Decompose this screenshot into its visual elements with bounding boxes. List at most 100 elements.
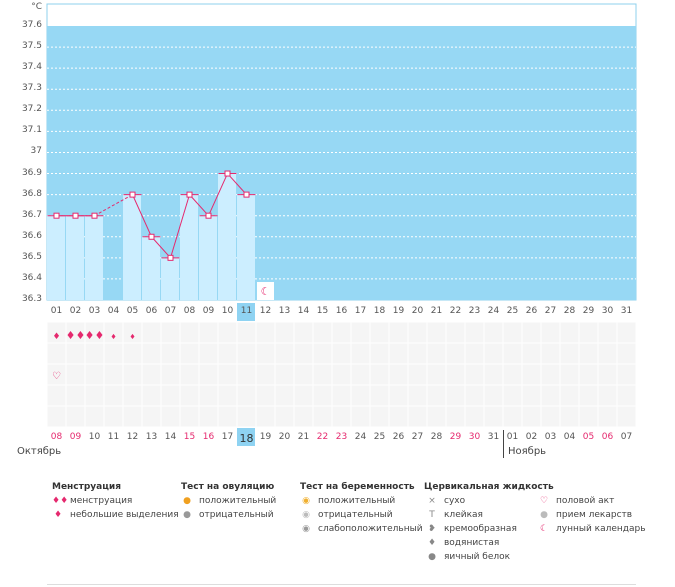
x-tick-label: 15 <box>316 306 329 316</box>
date-label[interactable]: 27 <box>411 432 424 442</box>
date-label[interactable]: 17 <box>221 432 234 442</box>
temperature-point[interactable] <box>167 254 174 261</box>
date-label[interactable]: 30 <box>468 432 481 442</box>
date-label[interactable]: 05 <box>582 432 595 442</box>
x-tick-label: 12 <box>259 306 272 316</box>
date-label[interactable]: 02 <box>525 432 538 442</box>
temperature-bar <box>237 194 255 300</box>
date-label[interactable]: 04 <box>563 432 576 442</box>
temperature-bar <box>85 215 103 300</box>
date-label[interactable]: 24 <box>354 432 367 442</box>
series-segment <box>189 194 209 217</box>
highlight-date-cell <box>237 428 255 446</box>
creamy-icon: ❥ <box>428 524 436 534</box>
series-segment <box>227 173 247 195</box>
y-tick-label: 36.9 <box>21 167 42 178</box>
y-tick-label: 37.3 <box>21 83 42 94</box>
legend-ovulation-negative: ● отрицательный <box>181 510 274 520</box>
menstruation-drop-icon[interactable]: ♦♦ <box>85 329 105 342</box>
date-label[interactable]: 20 <box>278 432 291 442</box>
x-tick-label: 13 <box>278 306 291 316</box>
temperature-point[interactable] <box>148 233 155 240</box>
pill-icon: ● <box>540 510 548 520</box>
temperature-bar <box>218 173 236 300</box>
x-tick-label: 23 <box>468 306 481 316</box>
crescent-moon-icon: ☾ <box>539 524 549 534</box>
x-tick-label: 06 <box>145 306 158 316</box>
date-label[interactable]: 18 <box>239 432 254 445</box>
temperature-bar <box>199 215 217 300</box>
pregnancy-negative-icon: ◉ <box>302 510 310 520</box>
legend-lunar-calendar: ☾ лунный календарь <box>539 524 646 534</box>
date-label[interactable]: 03 <box>544 432 557 442</box>
date-label[interactable]: 10 <box>88 432 101 442</box>
temperature-point[interactable] <box>243 191 250 198</box>
light-discharge-drop-icon[interactable]: ♦ <box>129 333 135 341</box>
x-tick-label: 11 <box>240 306 253 316</box>
date-label[interactable]: 08 <box>50 432 63 442</box>
crescent-moon-icon[interactable]: ☾ <box>261 285 271 298</box>
eggwhite-icon: ● <box>428 552 436 562</box>
date-label[interactable]: 15 <box>183 432 196 442</box>
light-discharge-drop-icon[interactable]: ♦ <box>110 333 116 341</box>
date-label[interactable]: 25 <box>373 432 386 442</box>
legend-cervical-dry: × сухо <box>426 496 465 506</box>
date-label[interactable]: 16 <box>202 432 215 442</box>
series-gap-segment <box>94 194 133 217</box>
y-tick-label: 37.5 <box>21 41 42 52</box>
temperature-bar <box>161 257 179 300</box>
month-label-november: Ноябрь <box>508 446 547 457</box>
sticky-icon: T <box>429 510 435 520</box>
date-label[interactable]: 21 <box>297 432 310 442</box>
date-label[interactable]: 19 <box>259 432 272 442</box>
temperature-point[interactable] <box>186 191 193 198</box>
month-label-october: Октябрь <box>17 446 62 457</box>
temperature-point[interactable] <box>224 170 231 177</box>
date-label[interactable]: 13 <box>145 432 158 442</box>
legend-cervical-title: Цервикальная жидкость <box>424 482 554 492</box>
legend-pregnancy-negative: ◉ отрицательный <box>300 510 393 520</box>
date-label[interactable]: 28 <box>430 432 443 442</box>
temperature-bar <box>47 215 65 300</box>
series-segment <box>208 173 228 216</box>
date-label[interactable]: 29 <box>449 432 462 442</box>
date-label[interactable]: 26 <box>392 432 405 442</box>
bottom-divider <box>47 584 636 585</box>
menstruation-drop-icon[interactable]: ♦♦ <box>66 329 86 342</box>
drop-icon: ♦ <box>53 510 63 520</box>
drop-double-icon: ♦♦ <box>52 496 69 506</box>
date-label[interactable]: 31 <box>487 432 500 442</box>
y-tick-label: 37.1 <box>21 125 42 136</box>
y-axis-unit: °C <box>31 2 42 12</box>
x-tick-label: 28 <box>563 306 576 316</box>
legend-intercourse: ♡ половой акт <box>539 496 615 506</box>
heart-icon: ♡ <box>539 496 549 506</box>
date-label[interactable]: 23 <box>335 432 348 442</box>
intercourse-heart-icon[interactable]: ♡ <box>52 371 61 382</box>
temperature-bar <box>123 194 141 300</box>
temperature-point[interactable] <box>53 212 60 219</box>
date-label[interactable]: 01 <box>506 432 519 442</box>
x-tick-label: 31 <box>620 306 633 316</box>
moon-icon-bg <box>257 282 274 300</box>
y-tick-label: 36.3 <box>21 294 42 304</box>
y-tick-label: 37 <box>30 146 42 157</box>
x-tick-label: 24 <box>487 306 500 316</box>
date-label[interactable]: 14 <box>164 432 177 442</box>
pregnancy-weak-icon: ◉ <box>302 524 310 534</box>
temperature-point[interactable] <box>72 212 79 219</box>
date-label[interactable]: 22 <box>316 432 329 442</box>
menstruation-drop-icon[interactable]: ♦ <box>52 332 60 342</box>
temperature-point[interactable] <box>205 212 212 219</box>
temperature-point[interactable] <box>129 191 136 198</box>
x-tick-label: 16 <box>335 306 348 316</box>
date-label[interactable]: 06 <box>601 432 614 442</box>
legend-pregnancy-title: Тест на беременность <box>300 482 415 492</box>
x-tick-label: 18 <box>373 306 386 316</box>
date-label[interactable]: 09 <box>69 432 82 442</box>
date-label[interactable]: 11 <box>107 432 120 442</box>
temperature-point[interactable] <box>91 212 98 219</box>
date-label[interactable]: 07 <box>620 432 633 442</box>
date-label[interactable]: 12 <box>126 432 139 442</box>
legend-ovulation-positive: ● положительный <box>181 496 276 506</box>
